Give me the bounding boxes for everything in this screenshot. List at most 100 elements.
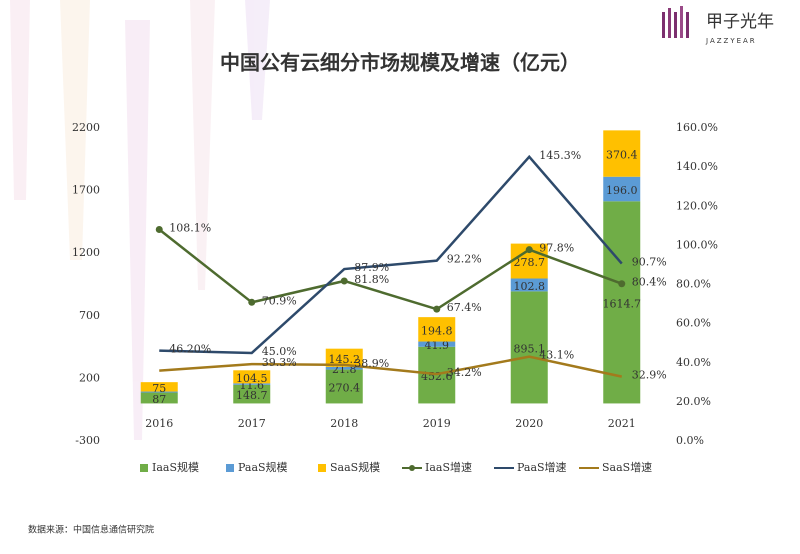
bar-value-label: 41.9 [425,339,450,352]
line-value-label: 38.9% [354,357,389,370]
y2-tick-label: 60.0% [676,317,711,330]
brand-logo: 甲子光年 JAZZYEAR [662,6,774,45]
bar [510,291,548,404]
bar [603,130,641,177]
line-value-label: 46.20% [169,343,211,356]
bar-value-label: 278.7 [514,256,546,269]
bar-value-label: 196.0 [606,184,638,197]
bar-value-label: 1614.7 [603,297,642,310]
bar-value-label: 194.8 [421,324,453,337]
deco-shape [190,0,215,290]
bar-value-label: 87 [152,393,166,406]
decoration [10,0,270,440]
bar-value-label: 148.7 [236,389,268,402]
line-value-label: 97.8% [539,242,574,255]
logo-bar [662,12,665,38]
bar [418,317,456,342]
line-marker [433,305,441,313]
y2-tick-label: 100.0% [676,238,718,251]
line-value-label: 80.4% [632,276,667,289]
line-value-label: 67.4% [447,301,482,314]
bar [325,366,363,370]
deco-shape [10,0,30,200]
line [159,355,623,378]
y2-tick-label: 80.0% [676,278,711,291]
y-tick-label: 1200 [72,246,100,259]
x-tick-label: 2017 [238,417,266,430]
x-tick-label: 2016 [145,417,173,430]
chart-title: 中国公有云细分市场规模及增速（亿元） [220,51,580,75]
y2-tick-label: 120.0% [676,199,718,212]
x-tick-label: 2021 [608,417,636,430]
logo-bar [668,8,671,38]
line-value-label: 87.9% [354,261,389,274]
y2-tick-label: 160.0% [676,121,718,134]
y2-tick-label: 20.0% [676,395,711,408]
x-tick-label: 2020 [515,417,543,430]
line-marker [618,280,626,288]
legend-label: SaaS增速 [602,460,652,474]
legend-label: IaaS增速 [425,460,472,474]
line-marker [248,298,256,306]
bar [233,383,271,385]
bar [233,384,271,404]
deco-shape [60,0,90,260]
brand-subtitle: JAZZYEAR [705,37,757,45]
line-value-label: 70.9% [262,294,297,307]
line-value-label: 90.7% [632,256,667,269]
brand-name: 甲子光年 [706,12,774,32]
bar [325,369,363,404]
line-marker [525,246,533,254]
bar [140,382,178,392]
logo-bar [686,12,689,38]
legend-swatch [140,464,148,472]
bar [233,370,271,384]
legend-label: SaaS规模 [330,460,380,474]
logo-bar [680,6,683,38]
deco-shape [125,20,150,440]
line-value-label: 81.8% [354,273,389,286]
bar [140,391,178,393]
bar-value-label: 145.2 [329,353,361,366]
line-marker [340,277,348,285]
line-value-label: 34.2% [447,366,482,379]
line [158,228,623,311]
source-note: 数据来源：中国信息通信研究院 [28,524,154,536]
legend-label: PaaS增速 [517,460,567,474]
y2-tick-label: 40.0% [676,356,711,369]
y2-tick-label: 0.0% [676,434,704,447]
y-tick-label: 700 [79,309,100,322]
legend-marker [409,465,415,471]
line-value-label: 45.0% [262,345,297,358]
deco-shape [245,0,270,120]
bar-value-label: 75 [152,382,166,395]
bar [325,348,363,367]
bar-value-label: 370.4 [606,149,638,162]
bar-value-label: 270.4 [329,382,361,395]
bar-value-label: 895.1 [514,342,546,355]
bar [510,278,548,292]
line-value-label: 92.2% [447,253,482,266]
y-tick-label: 200 [79,371,100,384]
legend-label: PaaS规模 [238,460,288,474]
line-value-label: 43.1% [539,349,574,362]
x-tick-label: 2018 [330,417,358,430]
bar [418,341,456,347]
line-value-label: 32.9% [632,369,667,382]
bar [603,201,641,404]
line-value-label: 108.1% [169,222,211,235]
logo-bar [674,12,677,38]
legend-label: IaaS规模 [152,460,199,474]
y-tick-label: -300 [75,434,100,447]
line-value-label: 145.3% [539,149,581,162]
legend-swatch [318,464,326,472]
line-value-label: 39.3% [262,356,297,369]
x-tick-label: 2019 [423,417,451,430]
legend-swatch [226,464,234,472]
line [159,154,623,355]
bar-value-label: 104.5 [236,372,268,385]
line-marker [155,226,163,234]
